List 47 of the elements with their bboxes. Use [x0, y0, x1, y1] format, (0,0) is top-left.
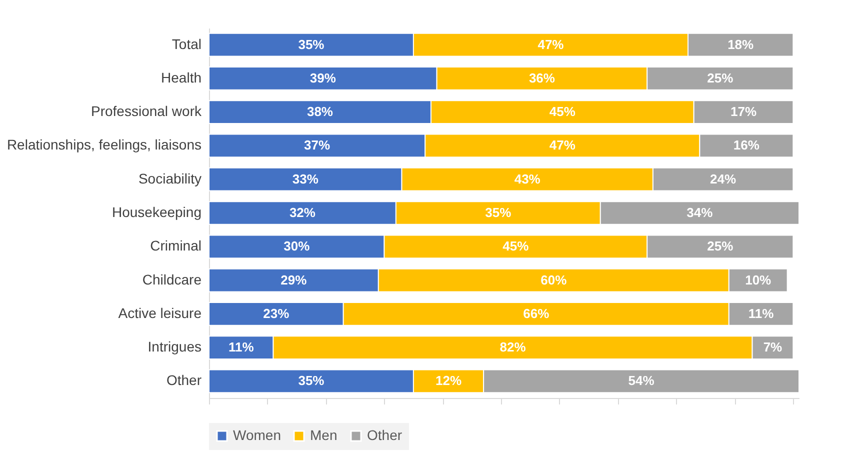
data-label: 24%: [710, 171, 737, 186]
data-label: 35%: [485, 205, 512, 220]
data-label: 47%: [538, 36, 564, 52]
data-label: 82%: [500, 340, 526, 355]
y-tick-label: Health: [161, 69, 202, 86]
data-label: 43%: [514, 171, 541, 186]
legend-label: Women: [233, 427, 281, 443]
data-label: 37%: [304, 138, 331, 153]
data-label: 32%: [289, 205, 316, 220]
data-label: 18%: [728, 36, 754, 52]
y-tick-label: Childcare: [142, 271, 202, 288]
data-label: 54%: [628, 373, 655, 388]
legend-label: Other: [367, 427, 402, 443]
data-label: 30%: [284, 238, 310, 254]
data-label: 39%: [310, 70, 336, 86]
data-label: 12%: [435, 373, 462, 388]
data-label: 25%: [707, 238, 734, 254]
data-label: 17%: [730, 104, 757, 120]
data-label: 34%: [686, 205, 714, 220]
data-label: 45%: [502, 238, 530, 254]
data-label: 11%: [228, 340, 254, 355]
y-tick-label: Intrigues: [148, 338, 202, 355]
data-label: 7%: [763, 340, 783, 355]
legend-label: Men: [310, 427, 338, 443]
data-label: 35%: [298, 373, 325, 388]
data-label: 60%: [540, 272, 568, 288]
data-label: 36%: [528, 70, 556, 86]
data-label: 45%: [549, 104, 576, 120]
y-tick-label: Housekeeping: [112, 204, 202, 220]
data-label: 47%: [549, 138, 576, 153]
y-tick-label: Relationships, feelings, liaisons: [6, 136, 202, 153]
y-tick-label: Professional work: [91, 103, 202, 120]
data-label: 35%: [298, 36, 325, 52]
data-label: 16%: [733, 138, 760, 153]
y-tick-label: Sociability: [138, 170, 202, 186]
data-label: 38%: [306, 104, 334, 120]
y-tick-label: Total: [172, 36, 202, 52]
data-label: 66%: [523, 306, 550, 321]
y-tick-label: Criminal: [150, 238, 202, 254]
y-tick-label: Active leisure: [118, 304, 202, 321]
data-label: 23%: [263, 306, 290, 321]
data-label: 11%: [748, 306, 774, 321]
data-label: 25%: [707, 70, 734, 86]
y-tick-label: Other: [166, 372, 202, 388]
data-label: 10%: [745, 272, 772, 288]
data-label: 29%: [280, 272, 308, 288]
data-label: 33%: [292, 171, 319, 186]
